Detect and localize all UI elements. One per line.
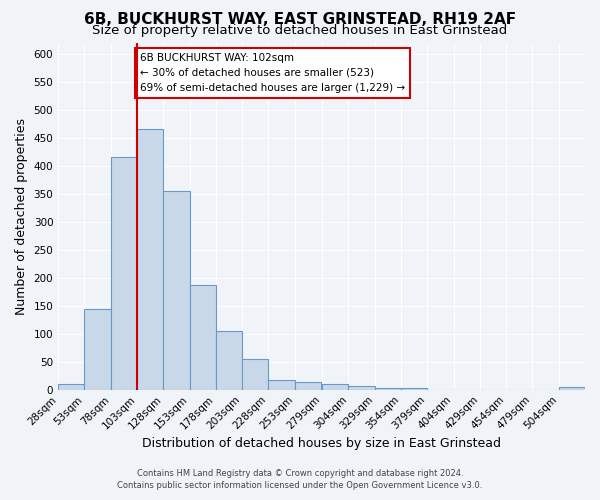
Text: Contains HM Land Registry data © Crown copyright and database right 2024.
Contai: Contains HM Land Registry data © Crown c… [118, 469, 482, 490]
Bar [559, 387, 585, 390]
Bar [401, 388, 427, 390]
Bar [190, 285, 216, 390]
Text: 6B BUCKHURST WAY: 102sqm
← 30% of detached houses are smaller (523)
69% of semi-: 6B BUCKHURST WAY: 102sqm ← 30% of detach… [140, 53, 405, 92]
Bar [85, 308, 111, 390]
Bar [349, 386, 374, 390]
Bar [216, 332, 242, 390]
X-axis label: Distribution of detached houses by size in East Grinstead: Distribution of detached houses by size … [142, 437, 501, 450]
Bar [242, 360, 268, 390]
Bar [268, 380, 295, 390]
Bar [374, 388, 401, 390]
Y-axis label: Number of detached properties: Number of detached properties [15, 118, 28, 314]
Bar [295, 382, 321, 390]
Bar [111, 158, 137, 390]
Text: 6B, BUCKHURST WAY, EAST GRINSTEAD, RH19 2AF: 6B, BUCKHURST WAY, EAST GRINSTEAD, RH19 … [84, 12, 516, 28]
Bar [322, 384, 349, 390]
Bar [58, 384, 85, 390]
Text: Size of property relative to detached houses in East Grinstead: Size of property relative to detached ho… [92, 24, 508, 37]
Bar [137, 130, 163, 390]
Bar [163, 191, 190, 390]
